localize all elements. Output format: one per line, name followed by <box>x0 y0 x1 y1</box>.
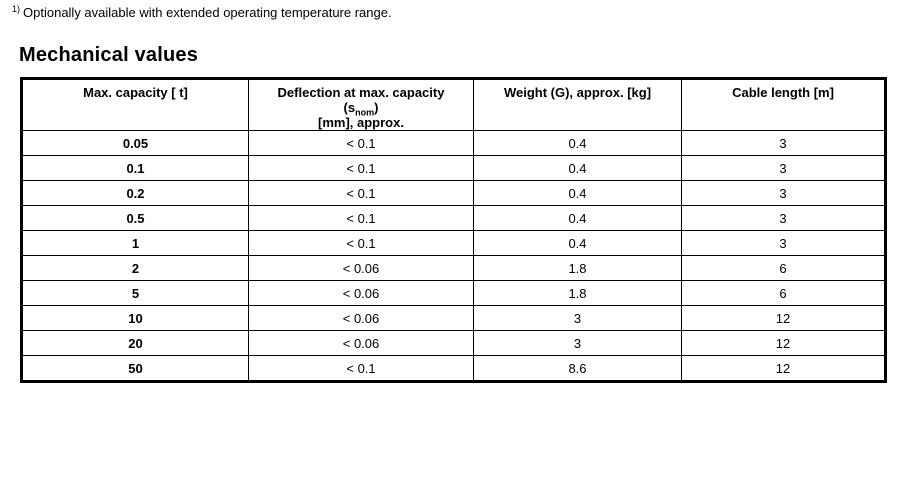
table-row: 0.05 < 0.1 0.4 3 <box>21 130 886 156</box>
cell-deflection: < 0.06 <box>248 280 474 306</box>
cell-weight: 0.4 <box>473 180 682 206</box>
cell-cable: 6 <box>681 280 886 306</box>
header-deflection-sub-pre: (s <box>343 100 356 115</box>
table-row: 0.5 < 0.1 0.4 3 <box>21 205 886 231</box>
section-title: Mechanical values <box>19 44 199 66</box>
table-row: 1 < 0.1 0.4 3 <box>21 230 886 256</box>
table-row: 50 < 0.1 8.6 12 <box>21 355 886 382</box>
cell-capacity: 0.05 <box>21 130 249 156</box>
cell-deflection: < 0.1 <box>248 180 474 206</box>
header-cable-label: Cable length [m] <box>732 85 834 100</box>
cell-cable: 3 <box>681 230 886 256</box>
header-capacity-label: Max. capacity [ t] <box>83 85 188 100</box>
header-weight: Weight (G), approx. [kg] <box>473 78 682 131</box>
cell-capacity: 50 <box>21 355 249 382</box>
cell-weight: 0.4 <box>473 230 682 256</box>
cell-cable: 3 <box>681 130 886 156</box>
cell-weight: 8.6 <box>473 355 682 382</box>
header-cable: Cable length [m] <box>681 78 886 131</box>
cell-weight: 0.4 <box>473 130 682 156</box>
cell-cable: 3 <box>681 155 886 181</box>
header-deflection-sub-post: ) <box>374 100 379 115</box>
table-header: Max. capacity [ t] Deflection at max. ca… <box>21 78 886 131</box>
mechanical-values-table: Max. capacity [ t] Deflection at max. ca… <box>20 77 887 383</box>
cell-cable: 6 <box>681 255 886 281</box>
cell-cable: 3 <box>681 180 886 206</box>
table-body: 0.05 < 0.1 0.4 3 0.1 < 0.1 0.4 3 0.2 < 0.1 0.4 3 0.5… <box>21 130 886 382</box>
table-row: 0.1 < 0.1 0.4 3 <box>21 155 886 181</box>
cell-deflection: < 0.1 <box>248 155 474 181</box>
table-header-row: Max. capacity [ t] Deflection at max. ca… <box>21 78 886 131</box>
table-row: 2 < 0.06 1.8 6 <box>21 255 886 281</box>
cell-capacity: 0.1 <box>21 155 249 181</box>
header-deflection: Deflection at max. capacity (snom) [mm],… <box>248 78 474 131</box>
cell-deflection: < 0.06 <box>248 255 474 281</box>
cell-cable: 12 <box>681 305 886 331</box>
footnote-text: Optionally available with extended opera… <box>23 5 392 20</box>
cell-deflection: < 0.06 <box>248 330 474 356</box>
cell-weight: 0.4 <box>473 205 682 231</box>
cell-capacity: 5 <box>21 280 249 306</box>
cell-capacity: 2 <box>21 255 249 281</box>
footnote: 1) Optionally available with extended ope… <box>12 3 392 21</box>
cell-cable: 3 <box>681 205 886 231</box>
header-weight-label: Weight (G), approx. [kg] <box>503 85 652 100</box>
header-capacity: Max. capacity [ t] <box>21 78 249 131</box>
header-deflection-line2: (snom) <box>343 100 379 118</box>
table-row: 20 < 0.06 3 12 <box>21 330 886 356</box>
footnote-marker: 1) <box>12 3 21 14</box>
table-row: 10 < 0.06 3 12 <box>21 305 886 331</box>
cell-deflection: < 0.1 <box>248 130 474 156</box>
cell-capacity: 1 <box>21 230 249 256</box>
cell-cable: 12 <box>681 330 886 356</box>
cell-deflection: < 0.1 <box>248 355 474 382</box>
cell-weight: 1.8 <box>473 280 682 306</box>
cell-cable: 12 <box>681 355 886 382</box>
cell-weight: 3 <box>473 330 682 356</box>
cell-deflection: < 0.1 <box>248 205 474 231</box>
cell-capacity: 20 <box>21 330 249 356</box>
header-deflection-line1: Deflection at max. capacity <box>277 85 445 100</box>
cell-capacity: 0.2 <box>21 180 249 206</box>
cell-deflection: < 0.06 <box>248 305 474 331</box>
header-deflection-subscript: nom <box>355 107 375 118</box>
cell-weight: 1.8 <box>473 255 682 281</box>
cell-capacity: 10 <box>21 305 249 331</box>
cell-weight: 3 <box>473 305 682 331</box>
table-row: 0.2 < 0.1 0.4 3 <box>21 180 886 206</box>
cell-deflection: < 0.1 <box>248 230 474 256</box>
cell-capacity: 0.5 <box>21 205 249 231</box>
table-row: 5 < 0.06 1.8 6 <box>21 280 886 306</box>
cell-weight: 0.4 <box>473 155 682 181</box>
header-deflection-line3: [mm], approx. <box>318 115 404 130</box>
